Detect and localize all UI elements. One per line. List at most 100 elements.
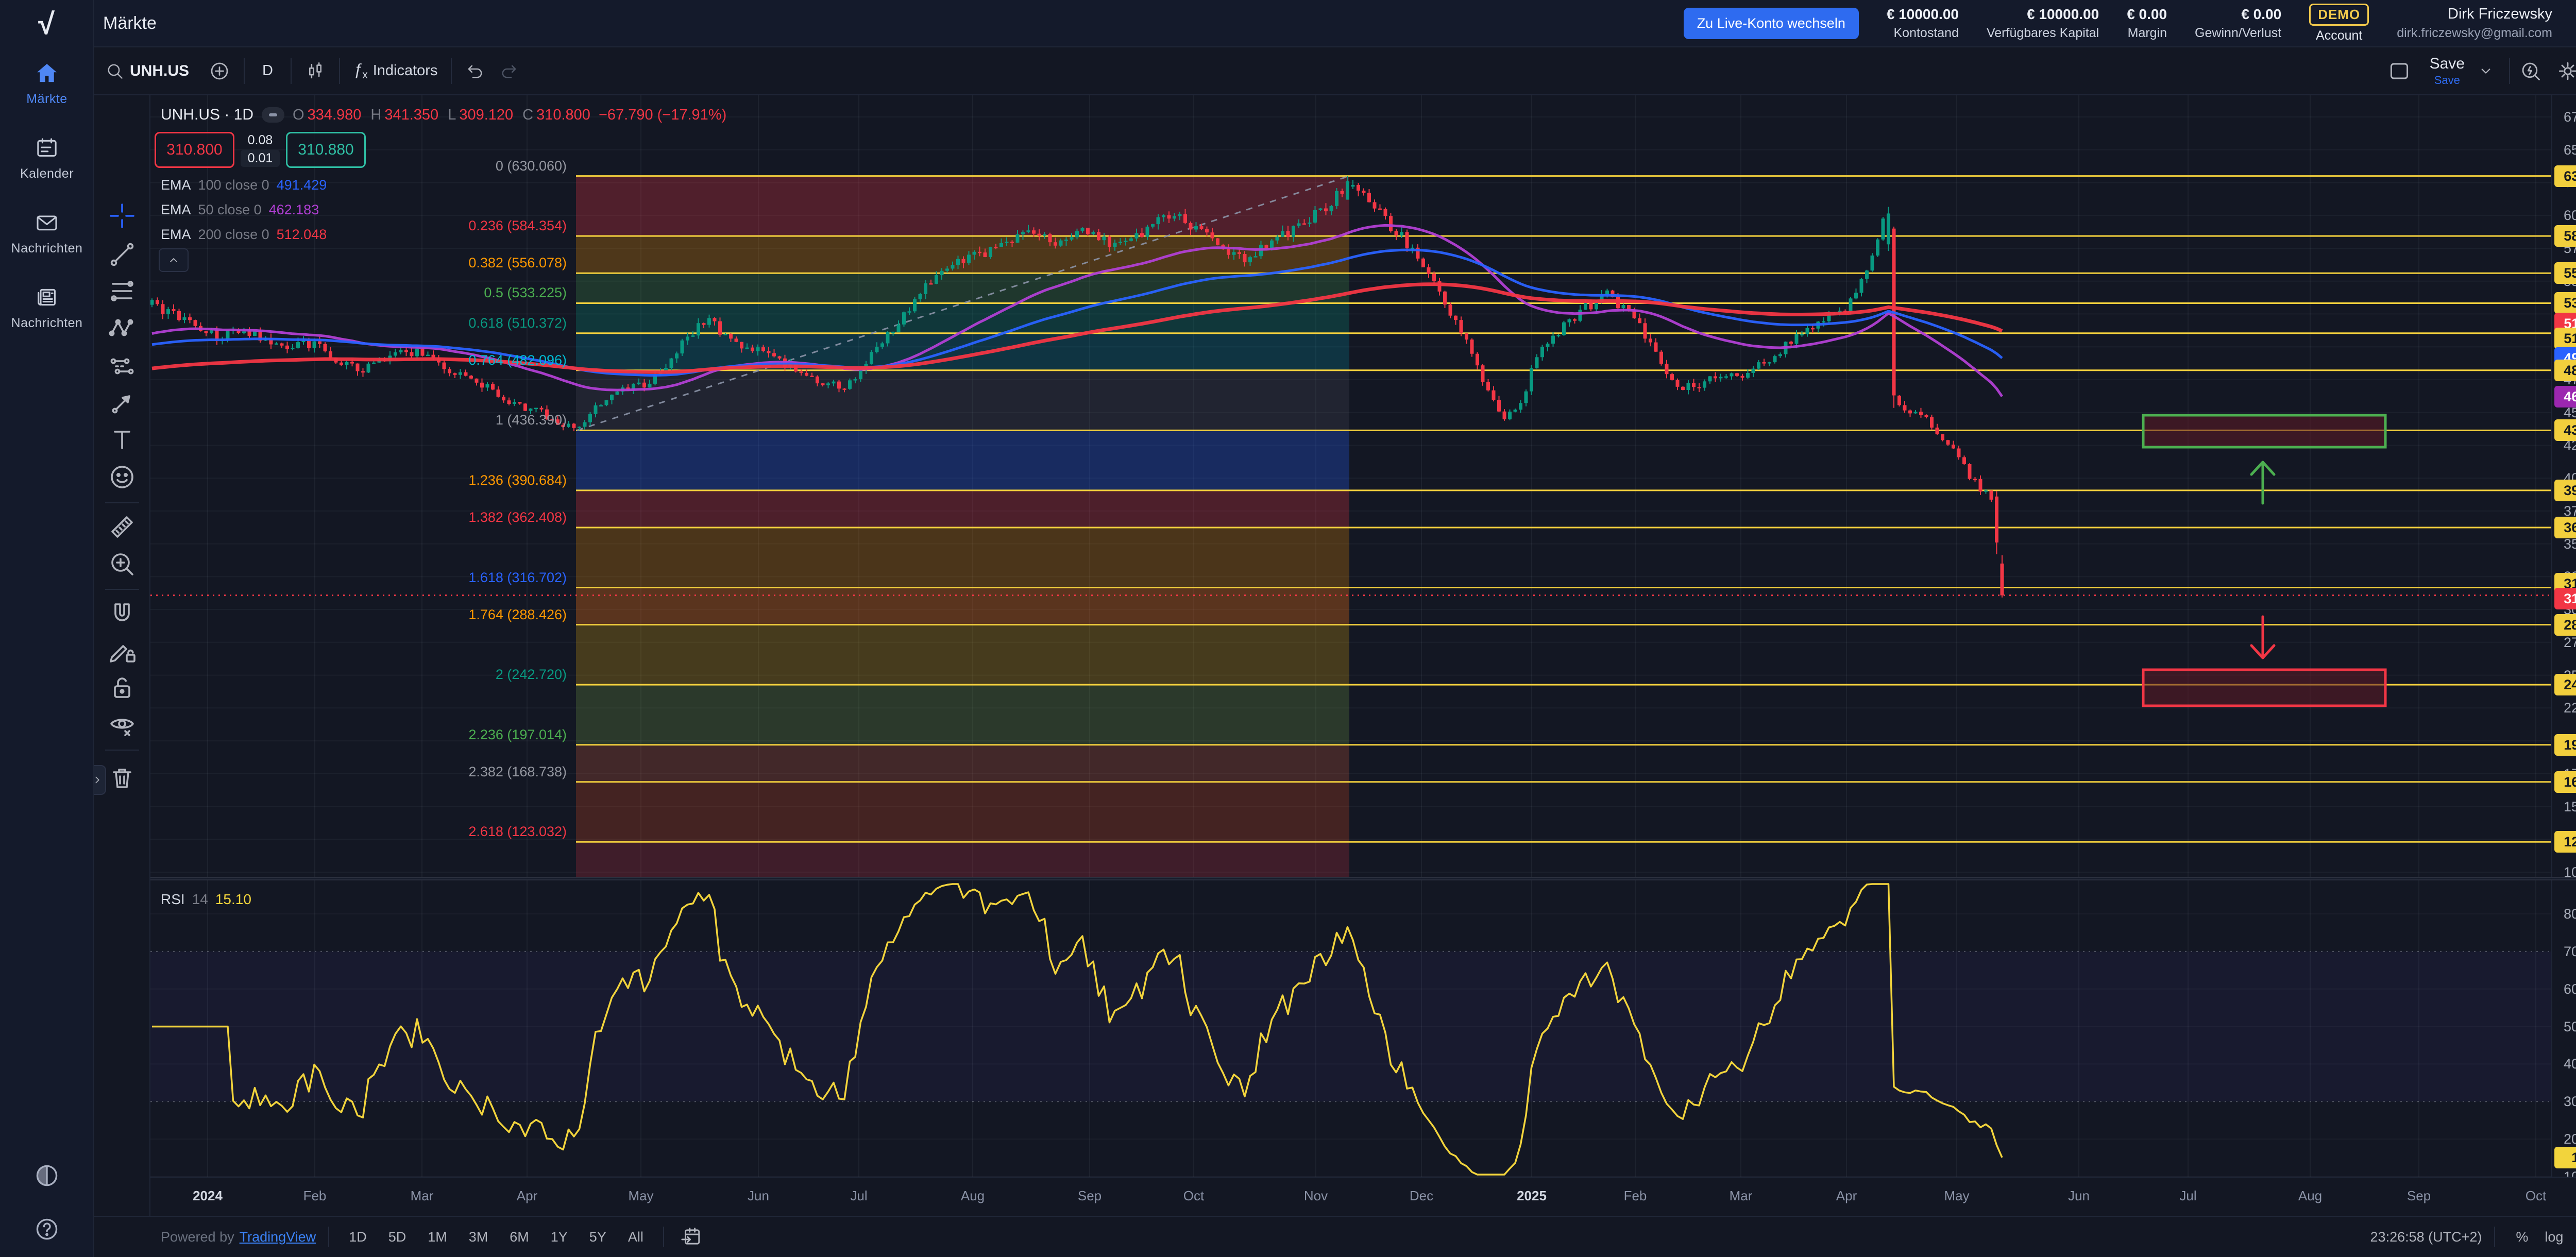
stat-label: Margin bbox=[2127, 25, 2167, 40]
stop-zone-box[interactable] bbox=[2142, 668, 2387, 707]
price-chart[interactable] bbox=[150, 95, 2551, 1177]
price-badge: 123.032 bbox=[2554, 831, 2576, 853]
theme-contrast-icon[interactable] bbox=[33, 1162, 60, 1189]
account-stat: € 10000.00 Kontostand bbox=[1887, 6, 1959, 41]
arrow-marker-icon[interactable] bbox=[108, 389, 137, 418]
projection-icon[interactable] bbox=[108, 352, 137, 381]
price-badge: 288.426 bbox=[2554, 614, 2576, 636]
quick-search-icon[interactable] bbox=[2519, 60, 2542, 82]
symbol-name: UNH.US bbox=[130, 62, 190, 79]
price-badge: 310.800 bbox=[2554, 587, 2576, 609]
mail-icon bbox=[35, 210, 59, 235]
target-zone-box[interactable] bbox=[2142, 414, 2387, 449]
crosshair-icon[interactable] bbox=[108, 201, 137, 230]
legend-symbol[interactable]: UNH.US · 1D bbox=[161, 106, 254, 123]
range-button-6m[interactable]: 6M bbox=[510, 1229, 529, 1245]
time-tick: May bbox=[1944, 1188, 1970, 1203]
drawing-toolbar bbox=[89, 95, 150, 1216]
rsi-tick: 30.00 bbox=[2564, 1094, 2576, 1110]
zoom-in-icon[interactable] bbox=[108, 550, 137, 579]
sell-button[interactable]: 310.800 bbox=[155, 132, 234, 168]
sidebar-item-label: Nachrichten bbox=[11, 316, 83, 330]
drawing-mode-lock-icon[interactable] bbox=[108, 637, 137, 666]
magnet-icon[interactable] bbox=[108, 600, 137, 628]
price-tick: 150.000 bbox=[2564, 799, 2576, 814]
go-to-date-icon[interactable] bbox=[680, 1225, 703, 1249]
ema-200-line[interactable] bbox=[151, 282, 2003, 374]
app-logo: √ bbox=[38, 7, 55, 41]
hide-drawings-icon[interactable] bbox=[108, 710, 137, 739]
time-axis[interactable]: 2024 Feb Mar Apr May Jun Jul Aug Sep Oct Nov Dec 202… bbox=[150, 1177, 2576, 1216]
price-axis[interactable]: 675.000650.000625.000600.000575.000550.0… bbox=[2551, 95, 2576, 1184]
legend-collapse-button[interactable] bbox=[159, 248, 189, 272]
ema-50-line[interactable] bbox=[151, 224, 2004, 398]
remove-all-icon[interactable] bbox=[108, 764, 137, 793]
emoji-icon[interactable] bbox=[108, 463, 137, 491]
chart-type-icon[interactable] bbox=[305, 61, 326, 81]
interval-button[interactable]: D bbox=[262, 62, 273, 79]
save-button[interactable]: Save Save bbox=[2429, 55, 2465, 87]
tradingview-link[interactable]: TradingView bbox=[239, 1229, 316, 1245]
lock-all-icon[interactable] bbox=[108, 673, 137, 702]
stat-value: € 0.00 bbox=[2127, 6, 2167, 22]
stat-label: Verfügbares Kapital bbox=[1986, 25, 2099, 40]
undo-icon[interactable] bbox=[465, 61, 485, 81]
log-scale-button[interactable]: log bbox=[2545, 1229, 2564, 1245]
trend-line-icon[interactable] bbox=[108, 240, 137, 269]
stat-label: Gewinn/Verlust bbox=[2195, 25, 2282, 40]
layout-icon[interactable] bbox=[2387, 59, 2411, 83]
demo-badge: DEMO bbox=[2309, 3, 2369, 26]
time-tick: Mar bbox=[1729, 1188, 1753, 1203]
ema-100-line[interactable] bbox=[151, 248, 2003, 377]
compare-add-icon[interactable] bbox=[209, 60, 230, 82]
fib-retracement-icon[interactable] bbox=[108, 277, 137, 305]
price-badge: 584.354 bbox=[2554, 225, 2576, 247]
chevron-down-icon[interactable] bbox=[2477, 62, 2495, 80]
clock[interactable]: 23:26:58 (UTC+2) bbox=[2370, 1229, 2482, 1245]
range-button-1d[interactable]: 1D bbox=[349, 1229, 367, 1245]
range-button-all[interactable]: All bbox=[628, 1229, 643, 1245]
range-button-1y[interactable]: 1Y bbox=[550, 1229, 568, 1245]
up-arrow[interactable] bbox=[2250, 461, 2276, 505]
range-button-1m[interactable]: 1M bbox=[428, 1229, 447, 1245]
xabcd-pattern-icon[interactable] bbox=[108, 314, 137, 343]
time-tick: Aug bbox=[2298, 1188, 2323, 1203]
fib-retracement-bands[interactable] bbox=[576, 176, 1349, 879]
auto-scale-button[interactable]: auto bbox=[2571, 1227, 2576, 1247]
sidebar-item-kalender[interactable]: Kalender bbox=[0, 122, 94, 197]
ema-legend-row[interactable]: EMA 200 close 0 512.048 bbox=[161, 227, 327, 242]
text-tool-icon[interactable] bbox=[108, 426, 137, 454]
percent-scale-button[interactable]: % bbox=[2516, 1229, 2529, 1245]
help-icon[interactable] bbox=[33, 1216, 60, 1243]
price-tick: 225.000 bbox=[2564, 700, 2576, 716]
legend-visibility-icon[interactable] bbox=[262, 107, 285, 123]
symbol-search-button[interactable]: UNH.US bbox=[105, 61, 189, 81]
sidebar-item-nachrichten[interactable]: Nachrichten bbox=[0, 197, 94, 271]
redo-icon[interactable] bbox=[499, 61, 519, 81]
range-button-3m[interactable]: 3M bbox=[468, 1229, 488, 1245]
pane-separator[interactable] bbox=[150, 877, 2576, 880]
switch-to-live-button[interactable]: Zu Live-Konto wechseln bbox=[1683, 7, 1859, 39]
rsi-line bbox=[152, 883, 2003, 1176]
down-arrow[interactable] bbox=[2250, 615, 2276, 659]
indicators-button[interactable]: ƒx Indicators bbox=[353, 60, 438, 81]
stat-label: Kontostand bbox=[1893, 25, 1959, 40]
sidebar-item-nachrichten[interactable]: Nachrichten bbox=[0, 271, 94, 346]
fib-level-lines[interactable] bbox=[576, 175, 2551, 843]
range-button-5y[interactable]: 5Y bbox=[589, 1229, 606, 1245]
gear-icon[interactable] bbox=[2556, 60, 2576, 82]
account-stat: € 0.00 Gewinn/Verlust bbox=[2195, 6, 2281, 41]
price-badge: 197.014 bbox=[2554, 734, 2576, 756]
buy-button[interactable]: 310.880 bbox=[286, 132, 366, 168]
fx-icon: ƒx bbox=[353, 60, 368, 81]
user-name: Dirk Friczewsky bbox=[2448, 6, 2552, 22]
ema-legend-row[interactable]: EMA 100 close 0 491.429 bbox=[161, 177, 327, 193]
time-tick: Sep bbox=[1077, 1188, 1102, 1203]
sidebar-item-märkte[interactable]: Märkte bbox=[0, 47, 94, 122]
price-tick: 450.000 bbox=[2564, 404, 2576, 420]
price-tick: 675.000 bbox=[2564, 109, 2576, 125]
ruler-icon[interactable] bbox=[108, 513, 137, 541]
range-button-5d[interactable]: 5D bbox=[388, 1229, 406, 1245]
ema-legend-row[interactable]: EMA 50 close 0 462.183 bbox=[161, 202, 319, 217]
price-badge: 242.720 bbox=[2554, 674, 2576, 696]
